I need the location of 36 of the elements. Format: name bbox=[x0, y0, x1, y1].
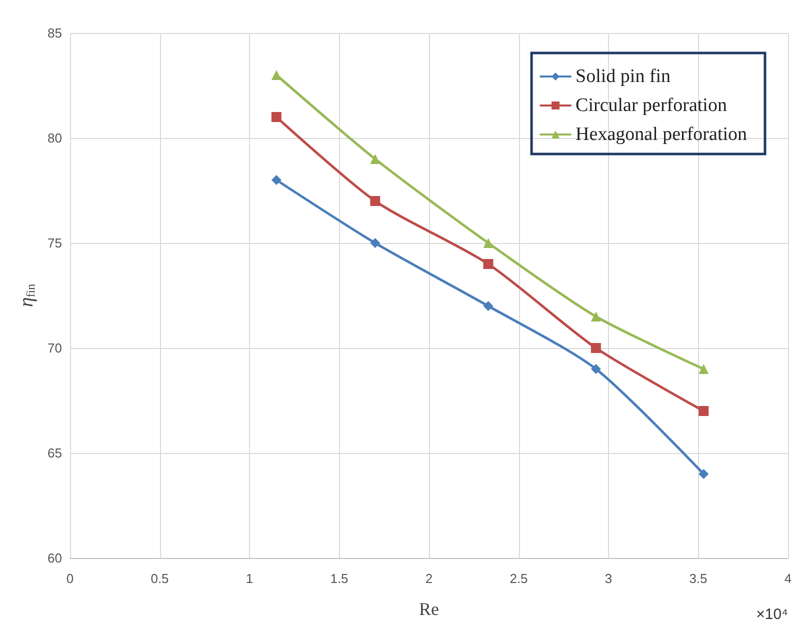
point bbox=[590, 312, 601, 322]
y-tick-label: 75 bbox=[48, 236, 62, 250]
x-tick-label: 0 bbox=[66, 571, 74, 586]
x-tick-label: 3 bbox=[604, 571, 612, 586]
y-tick-label: 60 bbox=[48, 550, 62, 566]
y-tick-label: 65 bbox=[48, 446, 62, 460]
point bbox=[370, 238, 380, 248]
y-tick-label: 70 bbox=[48, 340, 62, 356]
point bbox=[698, 469, 709, 479]
point bbox=[370, 154, 380, 164]
point bbox=[483, 238, 494, 248]
y-tick-label: 80 bbox=[48, 130, 62, 146]
x-tick-label: 1 bbox=[246, 571, 254, 586]
point bbox=[271, 175, 282, 185]
x-tick-label: 3.5 bbox=[689, 571, 708, 586]
point bbox=[370, 196, 380, 206]
point bbox=[590, 343, 601, 353]
x-tick-label: 1.5 bbox=[330, 571, 348, 586]
x-tick-label: 0.5 bbox=[150, 571, 169, 586]
legend-label: Circular perforation bbox=[576, 95, 728, 116]
point bbox=[590, 364, 601, 374]
point bbox=[271, 70, 282, 80]
point bbox=[271, 112, 282, 122]
text: ×10⁴ bbox=[756, 606, 788, 623]
point bbox=[483, 259, 494, 269]
y-axis-title: ηfin bbox=[16, 284, 38, 308]
x-tick-label: 4 bbox=[784, 571, 792, 586]
x-tick-label: 2.5 bbox=[510, 571, 528, 586]
point bbox=[698, 364, 709, 374]
x-tick-label: 2 bbox=[425, 571, 433, 586]
x-axis-title: Re bbox=[419, 599, 440, 619]
y-tick-label: 85 bbox=[48, 26, 62, 40]
point bbox=[698, 406, 709, 416]
legend-label: Solid pin fin bbox=[576, 66, 672, 87]
legend-label: Hexagonal perforation bbox=[576, 124, 748, 145]
point bbox=[483, 301, 494, 311]
